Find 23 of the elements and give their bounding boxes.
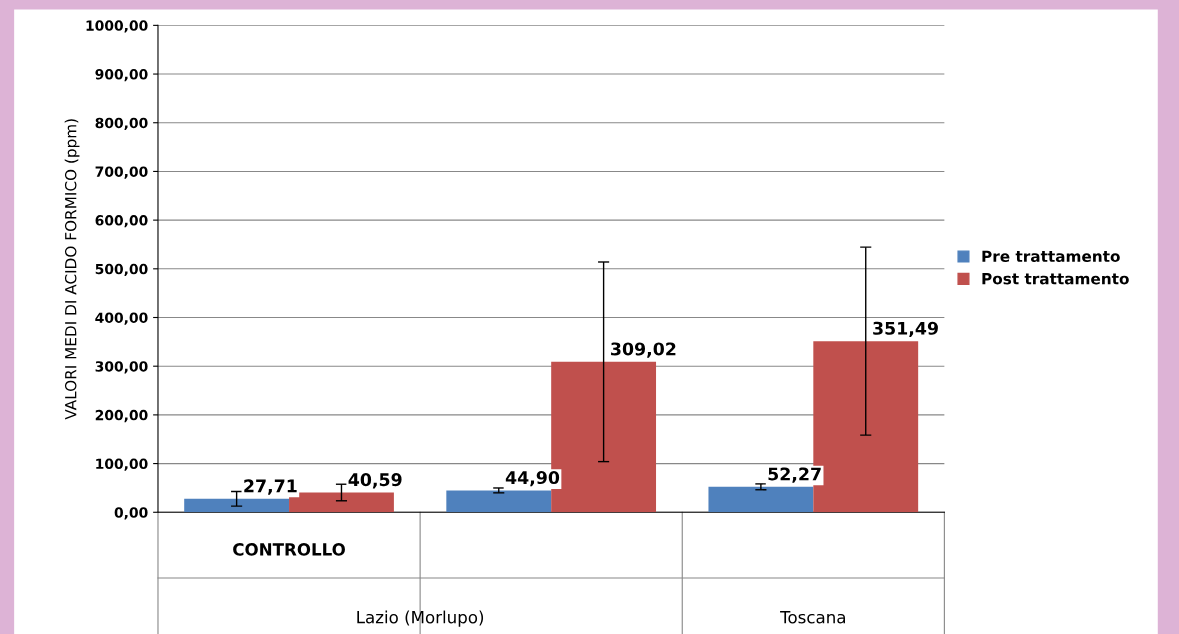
y-tick-label: 200,00	[95, 409, 148, 423]
y-tick-label: 900,00	[95, 69, 148, 82]
y-tick-label: 400,00	[95, 312, 148, 325]
y-axis-title: VALORI MEDI DI ACIDO FORMICO (ppm)	[64, 119, 80, 420]
legend-label: Pre trattamento	[982, 250, 1120, 263]
y-tick-label: 700,00	[95, 166, 148, 179]
text: Toscana	[780, 611, 845, 624]
y-tick-label: 500,00	[95, 263, 148, 277]
legend-label: Post trattamento	[982, 273, 1129, 285]
y-tick-label: 300,00	[95, 361, 148, 374]
data-label: 309,02	[611, 342, 676, 358]
text: Lazio (Morlupo)	[357, 610, 484, 627]
y-tick-label: 1000,00	[86, 20, 148, 33]
y-tick-label: 600,00	[95, 215, 148, 228]
data-label: 52,27	[768, 467, 821, 483]
data-label: 44,90	[505, 470, 560, 487]
y-tick-label: 100,00	[96, 458, 148, 471]
y-tick-label: 0,00	[114, 507, 148, 520]
data-label: 351,49	[873, 321, 938, 338]
y-tick-label: 800,00	[95, 117, 148, 130]
data-label: 40,59	[348, 473, 402, 489]
data-label: 27,71	[244, 479, 297, 495]
x-tick-label: CONTROLLO	[233, 543, 345, 556]
